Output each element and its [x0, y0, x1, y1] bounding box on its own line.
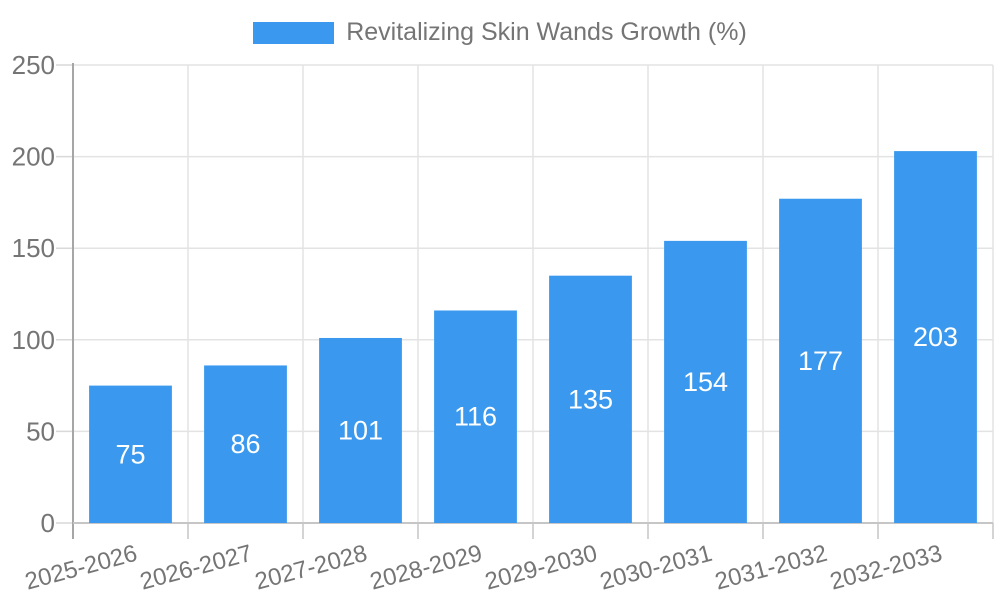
y-tick-label: 100 [12, 325, 55, 355]
bar-value-label: 203 [913, 322, 958, 352]
bar-value-label: 135 [568, 384, 613, 414]
x-tick-label: 2031-2032 [712, 540, 830, 596]
x-tick-label: 2025-2026 [22, 540, 140, 596]
bar-value-label: 116 [454, 402, 497, 432]
x-ticks [72, 523, 994, 539]
x-tick-label: 2028-2029 [367, 540, 485, 596]
bar [549, 275, 632, 523]
y-tick-label: 200 [12, 142, 55, 172]
bar-value-label: 177 [798, 346, 843, 376]
bar [664, 240, 747, 523]
y-tick-label: 150 [12, 233, 55, 263]
bar [434, 310, 517, 523]
y-tick-label: 250 [12, 50, 55, 80]
chart-legend: Revitalizing Skin Wands Growth (%) [0, 18, 1000, 47]
y-axis-labels: 0 50 100 150 200 250 [12, 50, 73, 538]
bar [319, 337, 402, 523]
bar [204, 365, 287, 523]
bars [89, 151, 977, 523]
bar-value-label: 86 [230, 429, 260, 459]
bar-value-label: 101 [338, 415, 383, 445]
bar [779, 198, 862, 523]
legend-label: Revitalizing Skin Wands Growth (%) [346, 18, 747, 46]
bar [894, 151, 977, 523]
x-tick-label: 2029-2030 [482, 540, 600, 596]
y-tick-label: 0 [41, 508, 55, 538]
legend-swatch [253, 21, 335, 44]
x-tick-label: 2027-2028 [252, 540, 370, 596]
bar-value-label: 75 [115, 439, 145, 469]
x-tick-label: 2026-2027 [137, 540, 255, 596]
x-tick-label: 2032-2033 [827, 540, 945, 596]
value-labels: 75 86 101 116 135 154 177 203 [115, 322, 958, 469]
bar [89, 385, 172, 523]
x-axis-labels: 2025-20262026-20272027-20282028-20292029… [22, 540, 945, 596]
bar-value-label: 154 [683, 367, 728, 397]
x-gridlines [187, 65, 994, 523]
x-tick-label: 2030-2031 [597, 540, 715, 596]
y-tick-label: 50 [26, 416, 55, 446]
